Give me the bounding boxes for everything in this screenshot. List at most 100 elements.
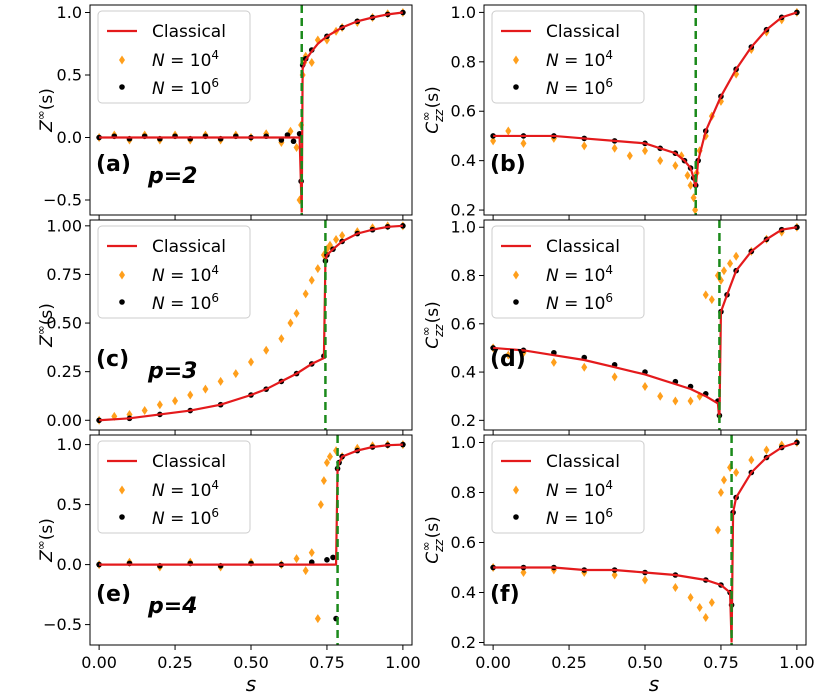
legend: Classical N = 104 N = 106: [97, 10, 251, 104]
chart-panel-b: 0.2 0.4 0.6 0.8 1.0 Czz∞(s) Classical N = 104 N …: [419, 3, 807, 220]
plot-area: [96, 435, 406, 645]
y-tick-label: 0.2: [451, 201, 476, 220]
legend: Classical N = 104 N = 106: [97, 225, 251, 319]
classical-line: [493, 441, 798, 643]
y-tick-label: 1.0: [451, 218, 476, 237]
n4-point: [642, 382, 648, 392]
n4-point: [505, 126, 512, 136]
y-axis-label: Czz∞(s): [419, 86, 446, 134]
n4-point: [763, 445, 770, 455]
n4-point: [642, 575, 648, 585]
svg-text:Czz∞(s): Czz∞(s): [419, 86, 446, 134]
n4-point: [302, 566, 309, 576]
n4-point: [308, 548, 315, 558]
n4-point: [333, 234, 340, 244]
x-tick-label: 1.00: [779, 653, 815, 672]
chart-panel-f: 0.2 0.4 0.6 0.8 1.0 0.00 0.25 0.50 0.75 1.00 Czz∞(…: [419, 433, 815, 672]
legend-n4-label: N = 104: [152, 263, 219, 286]
n4-point: [748, 455, 755, 465]
legend-n6-label: N = 106: [546, 76, 613, 99]
x-tick-label: 1.00: [385, 653, 421, 672]
classical-line: [99, 224, 403, 422]
n4-point: [717, 488, 724, 497]
y-tick-label: 0.6: [451, 102, 476, 121]
y-tick-label: 0.0: [57, 128, 82, 147]
n4-point: [119, 55, 125, 65]
n4-point: [720, 475, 727, 485]
classical-line: [493, 226, 798, 421]
y-axis-label: Z∞(s): [34, 303, 57, 348]
legend: Classical N = 104 N = 106: [491, 10, 645, 104]
legend: Classical N = 104 N = 106: [97, 440, 251, 534]
n4-point: [317, 500, 324, 510]
n4-point: [314, 614, 321, 624]
y-tick-label: 0.6: [451, 533, 476, 552]
x-tick-label: 0.75: [309, 653, 345, 672]
legend-classical-label: Classical: [152, 237, 226, 257]
n4-point: [293, 308, 300, 318]
n4-point: [520, 138, 527, 148]
legend-box: [491, 225, 645, 319]
n4-point: [687, 180, 694, 190]
y-tick-label: 0.75: [46, 265, 82, 284]
legend: Classical N = 104 N = 106: [491, 440, 645, 534]
n4-point: [505, 350, 512, 360]
n4-point: [513, 55, 519, 65]
plot-area: [490, 5, 800, 215]
n4-point: [232, 369, 239, 379]
n4-point: [248, 357, 254, 367]
panel-letter: (a): [96, 152, 131, 177]
n4-point: [287, 318, 294, 328]
y-tick-label: 0.50: [46, 314, 82, 333]
y-tick-label: 1.0: [57, 435, 82, 454]
n4-point: [326, 452, 333, 462]
legend-n6-swatch: [119, 84, 125, 90]
n4-point: [684, 170, 691, 180]
legend-box: [491, 10, 645, 104]
classical-line: [99, 11, 404, 213]
n4-point: [278, 334, 285, 344]
y-tick-label: 0.2: [451, 411, 476, 430]
plot-area: [96, 220, 406, 430]
y-tick-label: 0.4: [451, 363, 476, 382]
n4-point: [672, 396, 679, 406]
x-tick-label: 0.00: [81, 653, 117, 672]
svg-text:Z∞(s): Z∞(s): [34, 518, 57, 563]
y-tick-label: 0.25: [46, 362, 82, 381]
n4-point: [657, 391, 664, 401]
y-axis-label: Czz∞(s): [419, 301, 446, 349]
y-axis-label: Czz∞(s): [419, 516, 446, 564]
y-axis-label: Z∞(s): [34, 88, 57, 133]
n6-point: [290, 138, 297, 145]
n4-point: [657, 156, 664, 166]
legend-n4-label: N = 104: [546, 48, 613, 71]
n4-point: [513, 270, 519, 280]
n4-point: [581, 362, 588, 372]
legend-n6-label: N = 106: [546, 506, 613, 529]
n4-point: [119, 270, 125, 280]
legend-n4-label: N = 104: [152, 478, 219, 501]
n4-point: [263, 345, 270, 355]
n4-point: [202, 384, 209, 394]
n4-point: [187, 390, 194, 400]
legend-box: [97, 225, 251, 319]
y-tick-label: 1.0: [451, 3, 476, 22]
svg-text:Z∞(s): Z∞(s): [34, 88, 57, 133]
plot-area: [490, 220, 800, 430]
n4-point: [513, 485, 519, 495]
n4-point: [611, 143, 618, 153]
legend-n4-label: N = 104: [152, 48, 219, 71]
x-tick-label: 0.25: [551, 653, 587, 672]
legend-n6-label: N = 106: [152, 291, 219, 314]
legend-classical-label: Classical: [546, 237, 620, 257]
legend-n6-swatch: [513, 514, 519, 520]
legend-n6-label: N = 106: [152, 76, 219, 99]
y-tick-label: 0.8: [451, 52, 476, 71]
y-tick-label: 1.0: [57, 3, 82, 22]
n4-point: [626, 151, 633, 161]
y-tick-label: 0.00: [46, 411, 82, 430]
n4-point: [727, 258, 734, 268]
legend-n6-label: N = 106: [546, 291, 613, 314]
svg-text:Czz∞(s): Czz∞(s): [419, 516, 446, 564]
x-tick-label: 0.25: [157, 653, 193, 672]
